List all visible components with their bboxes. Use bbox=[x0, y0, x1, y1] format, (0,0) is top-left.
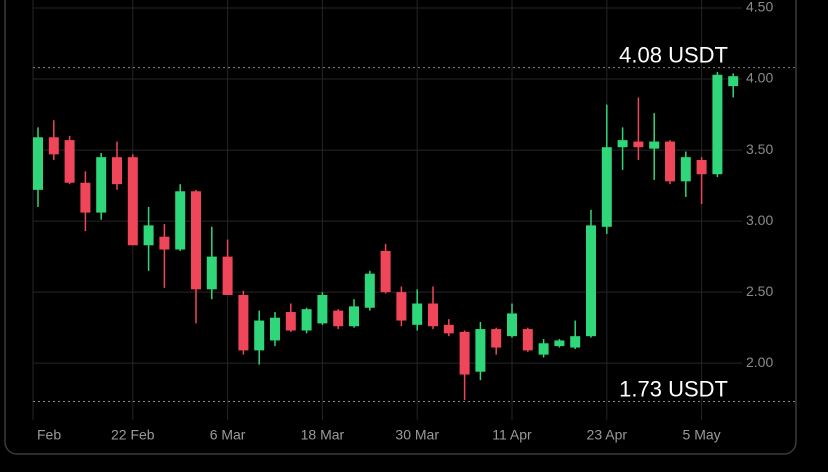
candle-body bbox=[696, 160, 707, 175]
candle-body bbox=[364, 273, 375, 308]
candle-body bbox=[380, 250, 391, 293]
candle-body bbox=[554, 340, 565, 347]
candle-body bbox=[396, 292, 407, 321]
candle-body bbox=[96, 157, 107, 213]
panel bbox=[4, 0, 797, 455]
x-tick-label: 23 Apr bbox=[587, 427, 628, 443]
candle-body bbox=[270, 317, 280, 341]
candle-body bbox=[428, 303, 438, 327]
candle-body bbox=[538, 343, 549, 355]
candle-body bbox=[475, 329, 486, 372]
candle-body bbox=[317, 294, 328, 324]
candle-body bbox=[159, 236, 170, 250]
candle-body bbox=[191, 191, 201, 290]
y-tick-label: 3.00 bbox=[746, 212, 773, 228]
candle-body bbox=[412, 303, 423, 325]
y-tick-label: 4.00 bbox=[746, 70, 773, 86]
candle-body bbox=[601, 147, 612, 227]
candle-body bbox=[127, 157, 138, 246]
price-label: 4.08 USDT bbox=[619, 42, 728, 67]
y-tick-label: 2.50 bbox=[746, 283, 773, 299]
candle-body bbox=[712, 74, 723, 175]
candle-body bbox=[570, 336, 581, 348]
candle-body bbox=[206, 256, 217, 290]
candle-body bbox=[349, 306, 359, 327]
y-tick-label: 3.50 bbox=[746, 141, 773, 157]
candle-body bbox=[64, 140, 75, 183]
candle-body bbox=[222, 256, 233, 295]
x-tick-label: 18 Mar bbox=[301, 427, 345, 443]
candle-body bbox=[285, 312, 296, 331]
candle-body bbox=[143, 225, 154, 246]
candle-body bbox=[617, 140, 628, 148]
y-tick-label: 2.00 bbox=[746, 354, 773, 370]
candle-body bbox=[522, 329, 533, 351]
candle-body bbox=[665, 141, 675, 182]
candle-body bbox=[459, 331, 470, 375]
candle-body bbox=[443, 324, 454, 334]
candle-body bbox=[633, 141, 644, 148]
candle-body bbox=[680, 157, 691, 182]
candle-body bbox=[333, 310, 344, 327]
candle-body bbox=[649, 141, 660, 149]
y-tick-label: 4.50 bbox=[746, 0, 773, 15]
x-tick-label: 5 May bbox=[683, 427, 721, 443]
x-tick-label: 6 Mar bbox=[210, 427, 246, 443]
x-tick-label: 22 Feb bbox=[111, 427, 155, 443]
candle-body bbox=[112, 157, 122, 185]
candle-body bbox=[48, 137, 59, 155]
price-label: 1.73 USDT bbox=[619, 376, 728, 401]
candle-body bbox=[586, 225, 596, 337]
candle-body bbox=[33, 137, 43, 190]
x-tick-label: 11 Apr bbox=[492, 427, 532, 443]
candle-body bbox=[80, 182, 91, 213]
x-tick-label: 30 Mar bbox=[395, 427, 439, 443]
candle-body bbox=[728, 76, 739, 87]
candle-body bbox=[254, 320, 265, 351]
candle-body bbox=[175, 191, 186, 250]
x-tick-label: Feb bbox=[37, 427, 61, 443]
candle-body bbox=[301, 309, 312, 331]
candle-body bbox=[491, 329, 502, 348]
candle-body bbox=[507, 313, 517, 337]
candle-body bbox=[238, 294, 249, 351]
